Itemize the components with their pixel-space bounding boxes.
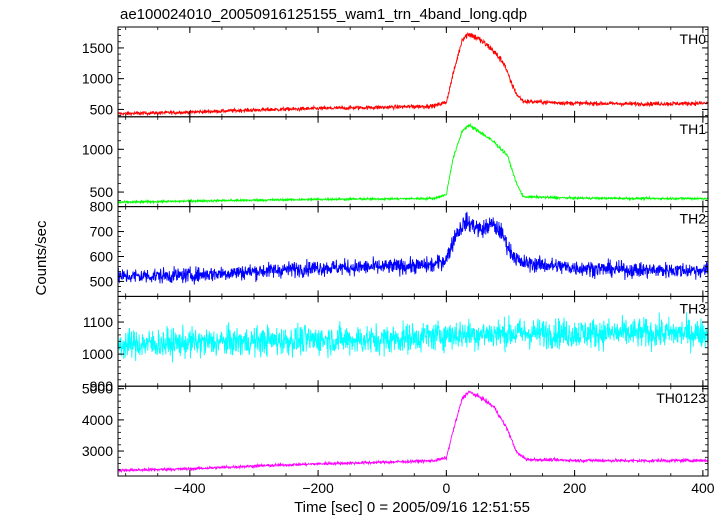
y-tick-label: 1100 (83, 314, 113, 330)
panel-frame (117, 295, 709, 387)
panel-label: TH1 (680, 121, 707, 137)
y-tick-label: 600 (90, 248, 114, 264)
series-th2 (118, 211, 708, 285)
y-tick-label: 1000 (82, 346, 113, 362)
series-th0 (118, 32, 708, 117)
x-tick-label: 0 (442, 480, 450, 496)
y-tick-label: 4000 (82, 412, 113, 428)
panel-label: TH0123 (656, 390, 706, 406)
panel-label: TH2 (680, 211, 707, 227)
chart-title: ae100024010_20050916125155_wam1_trn_4ban… (120, 6, 527, 23)
y-tick-label: 1000 (82, 71, 113, 87)
y-tick-label: 5000 (82, 381, 113, 397)
panel-th0123: 3000 4000 5000 TH0123 (82, 381, 709, 477)
series-th1 (118, 122, 708, 205)
panel-frame (117, 116, 709, 208)
panel-frame (117, 385, 709, 477)
y-tick-label: 500 (90, 273, 114, 289)
y-axis-label: Counts/sec (33, 220, 50, 296)
x-axis: −400 −200 0 200 400 (174, 480, 715, 496)
y-tick-label: 1500 (82, 40, 113, 56)
x-axis-label: Time [sec] 0 = 2005/09/16 12:51:55 (294, 499, 530, 516)
panel-label: TH3 (680, 300, 707, 316)
panel-label: TH0 (680, 31, 707, 47)
y-tick-label: 700 (90, 224, 114, 240)
panels: 500 1000 1500 TH0 500 1000 TH1 500 600 700 800 TH2 9… (82, 26, 709, 477)
y-tick-label: 3000 (82, 443, 113, 459)
y-tick-label: 800 (90, 199, 114, 215)
y-tick-label: 1000 (82, 141, 113, 157)
x-tick-label: 200 (563, 480, 587, 496)
x-tick-label: −200 (302, 480, 334, 496)
series-th0123 (118, 390, 708, 474)
y-tick-label: 500 (90, 101, 114, 117)
panel-th1: 500 1000 TH1 (82, 116, 709, 208)
y-tick-label: 500 (90, 184, 114, 200)
x-tick-label: 400 (691, 480, 715, 496)
panel-th0: 500 1000 1500 TH0 (82, 26, 709, 117)
series-th3 (118, 312, 708, 363)
panel-th3: 900 1000 1100 TH3 (82, 295, 709, 394)
panel-frame (117, 206, 709, 297)
panel-th2: 500 600 700 800 TH2 (90, 199, 709, 297)
x-tick-label: −400 (174, 480, 206, 496)
y-tick-label: 900 (90, 378, 114, 394)
